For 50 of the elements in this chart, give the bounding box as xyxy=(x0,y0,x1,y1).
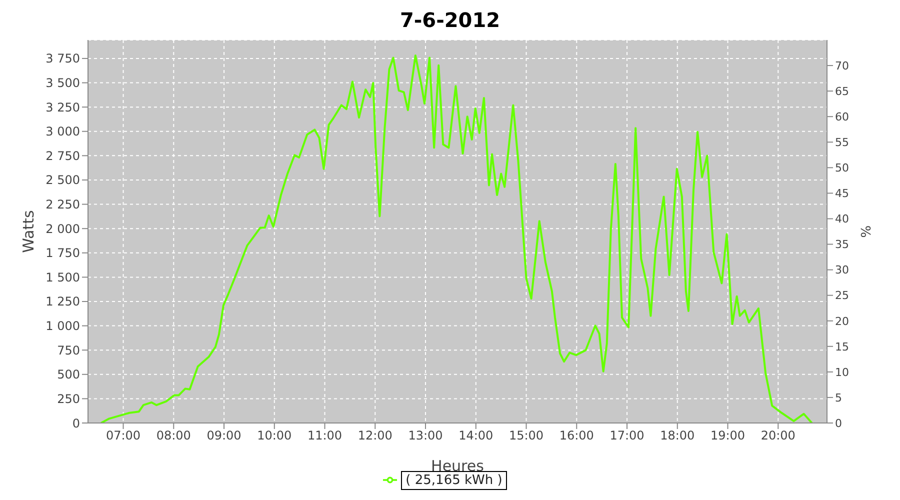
x-tick-label: 19:00 xyxy=(710,428,746,443)
y-tick-label: 1 000 xyxy=(46,319,80,334)
y-tick-label: 2 750 xyxy=(46,148,80,163)
y2-tick-label: 25 xyxy=(835,289,849,302)
y-tick-label: 1 500 xyxy=(46,270,80,284)
x-tick-label: 18:00 xyxy=(660,428,695,443)
x-tick-label: 14:00 xyxy=(458,428,494,443)
y-tick-label: 1 250 xyxy=(46,294,80,309)
x-tick-label: 10:00 xyxy=(257,428,292,443)
x-tick-label: 12:00 xyxy=(358,428,392,443)
y2-tick-label: 30 xyxy=(835,264,849,277)
x-tick-label: 17:00 xyxy=(610,428,644,443)
y-tick-label: 2 000 xyxy=(46,222,80,236)
y-tick-label: 2 500 xyxy=(46,173,80,188)
y2-tick-label: 65 xyxy=(835,84,849,98)
y2-axis-title: % xyxy=(860,225,875,238)
chart-title: 7-6-2012 xyxy=(398,8,502,34)
x-tick-label: 07:00 xyxy=(106,428,141,443)
y2-tick-label: 60 xyxy=(835,110,849,124)
y2-tick-label: 10 xyxy=(835,366,849,379)
x-tick-label: 20:00 xyxy=(760,428,796,443)
x-tick-label: 16:00 xyxy=(559,428,594,443)
y-tick-label: 2 250 xyxy=(46,198,80,212)
x-tick-label: 08:00 xyxy=(156,428,191,443)
y2-tick-label: 35 xyxy=(835,238,849,252)
y2-tick-label: 20 xyxy=(835,314,849,328)
x-tick-label: 13:00 xyxy=(408,428,443,443)
y2-tick-label: 50 xyxy=(835,162,849,175)
x-tick-label: 15:00 xyxy=(508,428,544,443)
y-tick-label: 1 750 xyxy=(46,246,80,260)
y-tick-label: 3 000 xyxy=(46,124,80,139)
y2-tick-label: 45 xyxy=(835,187,849,200)
y2-tick-label: 15 xyxy=(835,340,849,354)
x-tick-label: 09:00 xyxy=(206,428,242,443)
y-axis-title: Watts xyxy=(19,210,38,253)
legend-label: ( 25,165 kWh ) xyxy=(400,471,508,490)
line-series xyxy=(100,54,813,423)
y-tick-label: 3 250 xyxy=(46,100,80,114)
x-tick-label: 11:00 xyxy=(307,428,342,443)
y2-tick-label: 70 xyxy=(835,59,849,72)
y2-tick-label: 5 xyxy=(835,391,842,404)
y-tick-label: 250 xyxy=(57,392,80,406)
y-tick-label: 3 750 xyxy=(46,52,80,66)
y-tick-label: 750 xyxy=(57,343,80,358)
y-tick-label: 0 xyxy=(72,416,80,430)
y2-tick-label: 55 xyxy=(835,136,849,150)
y2-tick-label: 0 xyxy=(835,416,842,430)
y-tick-label: 500 xyxy=(57,368,80,382)
y2-tick-label: 40 xyxy=(835,212,849,226)
y-tick-label: 3 500 xyxy=(46,76,80,90)
